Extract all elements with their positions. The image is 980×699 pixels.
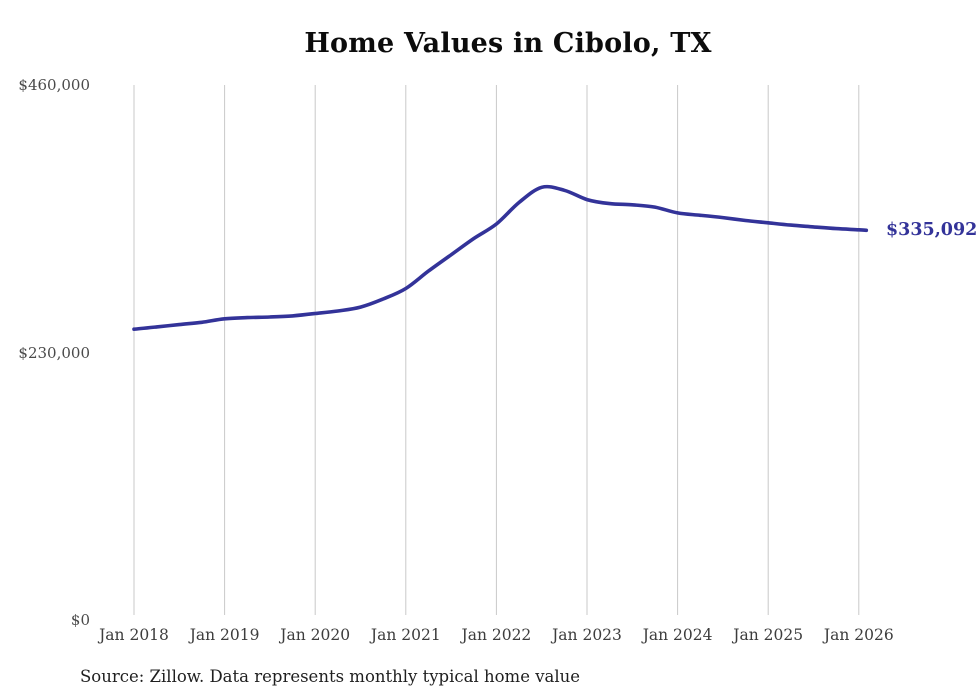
x-tick-jan-2021: Jan 2021 — [370, 626, 441, 644]
y-tick-460000: $460,000 — [18, 76, 90, 94]
y-tick-0: $0 — [70, 611, 90, 629]
x-tick-jan-2019: Jan 2019 — [189, 626, 260, 644]
y-tick-230000: $230,000 — [18, 343, 90, 362]
chart-title: Home Values in Cibolo, TX — [304, 28, 712, 59]
x-tick-jan-2023: Jan 2023 — [552, 626, 622, 644]
x-tick-jan-2020: Jan 2020 — [280, 626, 351, 644]
x-tick-jan-2024: Jan 2024 — [642, 626, 713, 644]
home-value-series-line — [132, 184, 869, 331]
latest-value-label: $335,092 — [886, 220, 978, 241]
x-tick-jan-2025: Jan 2025 — [733, 626, 804, 644]
x-tick-jan-2022: Jan 2022 — [461, 626, 532, 644]
x-tick-jan-2026: Jan 2026 — [823, 626, 894, 644]
x-tick-jan-2018: Jan 2018 — [99, 626, 169, 644]
source-note: Source: Zillow. Data represents monthly … — [80, 667, 581, 686]
